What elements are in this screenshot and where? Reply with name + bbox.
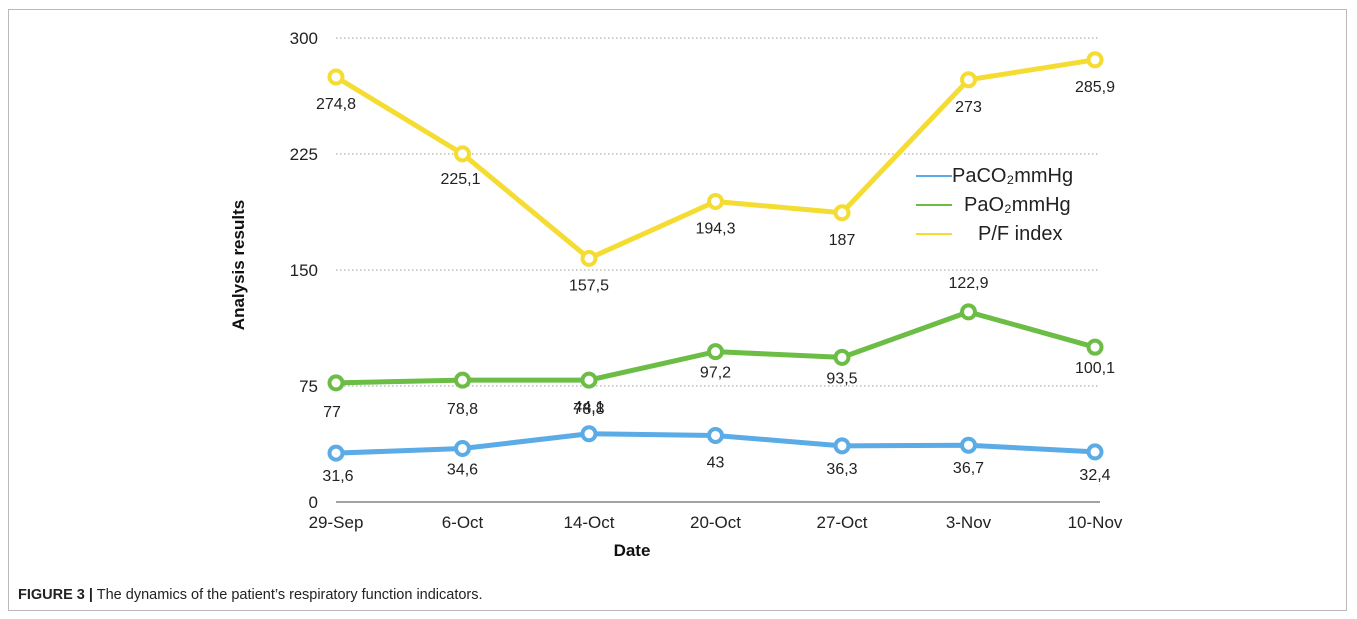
data-label: 43 bbox=[707, 454, 725, 471]
data-point bbox=[580, 371, 598, 389]
data-point bbox=[580, 425, 598, 443]
data-point bbox=[960, 436, 977, 454]
x-tick-label: 27-Oct bbox=[816, 513, 867, 532]
y-tick-label: 150 bbox=[290, 261, 318, 280]
data-point bbox=[833, 204, 851, 222]
x-tick-label: 6-Oct bbox=[442, 513, 484, 532]
y-tick-label: 0 bbox=[309, 493, 318, 512]
data-point bbox=[833, 348, 851, 366]
y-tick-label: 300 bbox=[290, 29, 318, 48]
x-tick-label: 10-Nov bbox=[1068, 513, 1123, 532]
data-point bbox=[327, 374, 345, 392]
data-point bbox=[454, 145, 471, 163]
data-label: 274,8 bbox=[316, 96, 356, 113]
data-label: 93,5 bbox=[826, 370, 857, 387]
data-point bbox=[707, 426, 724, 444]
data-label: 225,1 bbox=[440, 171, 480, 188]
data-label: 100,1 bbox=[1075, 360, 1115, 377]
x-axis-title: Date bbox=[614, 541, 651, 560]
data-point bbox=[327, 68, 345, 86]
data-point bbox=[833, 437, 851, 455]
x-tick-label: 14-Oct bbox=[563, 513, 614, 532]
data-label: 77 bbox=[323, 404, 341, 421]
y-axis-ticks: 0 75 150 225 300 bbox=[290, 29, 318, 512]
data-label: 78,8 bbox=[573, 401, 604, 418]
data-point bbox=[1086, 443, 1104, 461]
data-label: 36,7 bbox=[953, 460, 984, 477]
data-label: 31,6 bbox=[322, 468, 353, 485]
data-point bbox=[960, 71, 977, 89]
data-label: 32,4 bbox=[1079, 467, 1110, 484]
caption-label: FIGURE 3 | bbox=[18, 587, 93, 603]
data-label: 285,9 bbox=[1075, 79, 1115, 96]
data-label: 194,3 bbox=[695, 220, 735, 237]
data-point bbox=[454, 439, 471, 457]
figure-caption: FIGURE 3 | The dynamics of the patient’s… bbox=[18, 587, 483, 603]
legend-label: P/F index bbox=[978, 223, 1062, 245]
data-point bbox=[1086, 51, 1104, 69]
data-label: 34,6 bbox=[447, 461, 478, 478]
grid-lines bbox=[336, 37, 1100, 503]
data-label: 273 bbox=[955, 99, 982, 116]
data-point bbox=[707, 343, 724, 361]
x-tick-label: 3-Nov bbox=[946, 513, 992, 532]
data-label: 78,8 bbox=[447, 401, 478, 418]
data-point bbox=[1086, 338, 1104, 356]
x-axis-ticks: 29-Sep 6-Oct 14-Oct 20-Oct 27-Oct 3-Nov 10-Nov bbox=[309, 513, 1123, 532]
data-point bbox=[327, 444, 345, 462]
data-label: 187 bbox=[829, 232, 856, 249]
data-point bbox=[707, 192, 724, 210]
caption-text: The dynamics of the patient’s respirator… bbox=[96, 587, 483, 603]
data-label: 44,1 bbox=[573, 399, 604, 416]
data-label: 97,2 bbox=[700, 365, 731, 382]
legend: PaCO₂mmHg PaO₂mmHg P/F index bbox=[916, 165, 1073, 245]
figure-frame bbox=[8, 9, 1347, 611]
legend-label: PaCO₂mmHg bbox=[952, 165, 1073, 187]
data-point bbox=[580, 249, 598, 267]
data-point bbox=[454, 371, 471, 389]
data-label: 122,9 bbox=[948, 275, 988, 292]
data-labels: 31,6 34,6 44,1 43 36,3 36,7 32,4 77 78,8 78,8 97,2… bbox=[316, 79, 1115, 485]
data-label: 157,5 bbox=[569, 277, 609, 294]
data-point bbox=[960, 303, 977, 321]
y-tick-label: 75 bbox=[299, 377, 318, 396]
series-lines bbox=[333, 57, 1098, 456]
series-points bbox=[327, 51, 1104, 462]
legend-label: PaO₂mmHg bbox=[964, 194, 1071, 216]
x-tick-label: 20-Oct bbox=[690, 513, 741, 532]
x-tick-label: 29-Sep bbox=[309, 513, 364, 532]
y-tick-label: 225 bbox=[290, 145, 318, 164]
data-label: 36,3 bbox=[826, 461, 857, 478]
y-axis-title: Analysis results bbox=[229, 200, 248, 330]
